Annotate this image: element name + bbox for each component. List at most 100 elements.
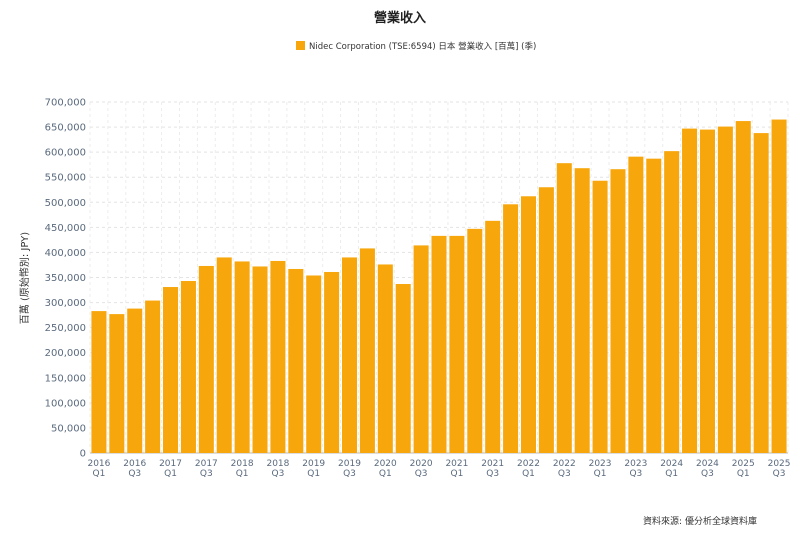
x-tick-label: Q3 bbox=[343, 469, 356, 479]
y-tick-label: 650,000 bbox=[45, 123, 86, 134]
y-tick-label: 0 bbox=[80, 449, 86, 460]
x-tick-label: Q1 bbox=[307, 469, 320, 479]
bar bbox=[180, 281, 196, 453]
y-tick-label: 200,000 bbox=[45, 348, 86, 359]
x-tick-label: 2023 bbox=[589, 459, 612, 469]
x-tick-label: Q3 bbox=[128, 469, 141, 479]
x-tick-label: Q3 bbox=[773, 469, 786, 479]
bar bbox=[771, 119, 787, 454]
y-tick-label: 400,000 bbox=[45, 248, 86, 259]
bar bbox=[503, 204, 519, 453]
x-tick-label: Q3 bbox=[415, 469, 428, 479]
x-tick-label: 2018 bbox=[266, 459, 289, 469]
x-tick-label: 2022 bbox=[517, 459, 540, 469]
bar bbox=[520, 196, 537, 454]
bar bbox=[735, 121, 751, 453]
legend-label: Nidec Corporation (TSE:6594) 日本 營業收入 [百萬… bbox=[309, 41, 536, 52]
bar bbox=[198, 265, 214, 453]
bar bbox=[592, 180, 608, 453]
bar bbox=[359, 248, 375, 453]
x-tick-label: 2025 bbox=[732, 459, 755, 469]
y-tick-label: 300,000 bbox=[45, 298, 86, 309]
x-tick-label: 2019 bbox=[338, 459, 361, 469]
x-tick-label: 2018 bbox=[231, 459, 254, 469]
x-tick-label: 2023 bbox=[624, 459, 647, 469]
bar bbox=[538, 187, 554, 453]
x-tick-label: Q1 bbox=[379, 469, 392, 479]
chart-title: 營業收入 bbox=[374, 10, 426, 26]
y-tick-label: 350,000 bbox=[45, 273, 86, 284]
x-tick-label: 2022 bbox=[553, 459, 576, 469]
bar bbox=[717, 126, 733, 453]
y-tick-label: 600,000 bbox=[45, 148, 86, 159]
x-tick-label: Q1 bbox=[450, 469, 463, 479]
x-tick-label: Q3 bbox=[629, 469, 642, 479]
bar bbox=[485, 220, 501, 453]
y-tick-label: 700,000 bbox=[45, 98, 86, 109]
bar bbox=[127, 308, 143, 453]
x-tick-label: 2025 bbox=[768, 459, 791, 469]
y-tick-label: 450,000 bbox=[45, 223, 86, 234]
bar bbox=[216, 257, 232, 453]
x-tick-label: Q3 bbox=[701, 469, 714, 479]
x-tick-label: 2019 bbox=[302, 459, 325, 469]
bar bbox=[288, 268, 304, 453]
bar bbox=[306, 275, 322, 453]
bar bbox=[91, 311, 107, 453]
bar bbox=[556, 163, 572, 453]
x-tick-label: 2016 bbox=[87, 459, 110, 469]
x-tick-label: 2024 bbox=[696, 459, 719, 469]
bar bbox=[109, 314, 125, 453]
x-tick-label: Q3 bbox=[486, 469, 499, 479]
x-tick-label: Q1 bbox=[236, 469, 249, 479]
x-tick-label: 2016 bbox=[123, 459, 146, 469]
bar bbox=[163, 287, 179, 453]
bar bbox=[431, 235, 447, 453]
x-tick-label: Q1 bbox=[594, 469, 607, 479]
bar bbox=[753, 133, 769, 454]
bar bbox=[234, 261, 250, 453]
x-tick-label: Q3 bbox=[272, 469, 285, 479]
bar bbox=[413, 245, 429, 453]
legend-swatch bbox=[296, 41, 305, 50]
x-tick-label: Q1 bbox=[665, 469, 678, 479]
y-tick-label: 250,000 bbox=[45, 323, 86, 334]
x-tick-label: 2021 bbox=[481, 459, 504, 469]
y-tick-label: 550,000 bbox=[45, 173, 86, 184]
y-tick-label: 50,000 bbox=[51, 423, 86, 434]
x-tick-label: Q1 bbox=[164, 469, 177, 479]
x-tick-label: Q3 bbox=[558, 469, 571, 479]
bar bbox=[610, 169, 626, 454]
y-tick-label: 100,000 bbox=[45, 398, 86, 409]
x-tick-label: 2020 bbox=[374, 459, 397, 469]
bar bbox=[467, 228, 483, 453]
bar bbox=[699, 129, 715, 454]
x-tick-label: Q1 bbox=[93, 469, 106, 479]
bar bbox=[628, 156, 644, 454]
bar bbox=[145, 300, 161, 453]
y-tick-label: 500,000 bbox=[45, 198, 86, 209]
bar bbox=[270, 260, 286, 453]
bar bbox=[664, 151, 680, 453]
bar bbox=[324, 271, 340, 453]
source: 資料來源: 優分析全球資料庫 bbox=[643, 515, 757, 527]
x-tick-label: Q1 bbox=[522, 469, 535, 479]
x-tick-label: Q1 bbox=[737, 469, 750, 479]
x-tick-label: Q3 bbox=[200, 469, 213, 479]
bar bbox=[395, 284, 411, 453]
x-tick-label: 2024 bbox=[660, 459, 683, 469]
y-tick-label: 150,000 bbox=[45, 373, 86, 384]
bar bbox=[252, 266, 268, 453]
bar bbox=[341, 257, 358, 453]
bar bbox=[646, 158, 662, 453]
x-tick-label: 2017 bbox=[195, 459, 218, 469]
x-tick-label: 2017 bbox=[159, 459, 182, 469]
bar bbox=[377, 264, 393, 453]
bar bbox=[449, 235, 465, 453]
bar bbox=[682, 128, 698, 453]
x-tick-label: 2020 bbox=[410, 459, 433, 469]
x-tick-label: 2021 bbox=[445, 459, 468, 469]
y-axis-label: 百萬 (原始幣別: JPY) bbox=[18, 232, 31, 324]
bar bbox=[574, 168, 590, 453]
